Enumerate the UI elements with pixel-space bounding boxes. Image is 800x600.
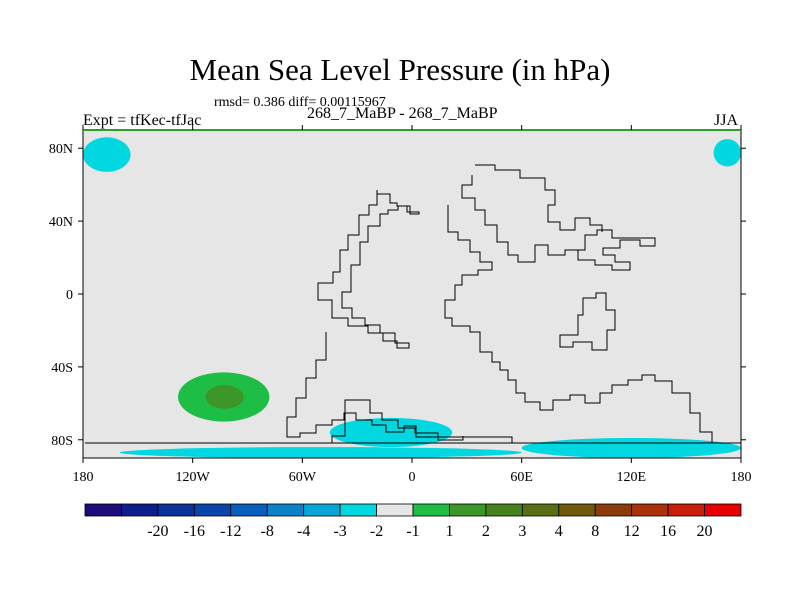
colorbar-label: 4 <box>555 523 563 540</box>
colorbar-swatch <box>412 503 450 517</box>
axes: 180 120W 60W 0 60E 120E 180 80N 40N 0 40S 80S <box>49 125 752 485</box>
region-antarctic-coast-west <box>119 447 522 458</box>
colorbar-label: -20 <box>147 523 168 540</box>
colorbar: -20 -16 -12 -8 -4 -3 -2 -1 1 2 3 4 8 12 16 20 <box>84 503 742 540</box>
colorbar-label: -8 <box>261 523 274 540</box>
colorbar-swatch <box>594 503 633 517</box>
x-tick-label: 180 <box>73 470 94 485</box>
x-tick-label: 60E <box>510 470 533 485</box>
island-coastline <box>559 292 616 351</box>
colorbar-swatch <box>266 503 305 517</box>
colorbar-swatch <box>449 503 487 517</box>
colorbar-swatch <box>376 503 414 517</box>
colorbar-label: -16 <box>184 523 205 540</box>
colorbar-swatch <box>667 503 705 517</box>
colorbar-label: 2 <box>482 523 490 540</box>
colorbar-swatch <box>84 503 122 517</box>
colorbar-swatch <box>121 503 159 517</box>
region-antarctic-coast-east <box>521 437 741 458</box>
coastlines <box>85 164 741 444</box>
americas-coastline <box>317 190 420 349</box>
experiment-label: Expt = tfKec-tfJac <box>83 112 202 129</box>
colorbar-swatch <box>704 503 742 517</box>
x-tick-label: 120W <box>176 470 211 485</box>
colorbar-label: 12 <box>624 523 640 540</box>
region-arctic-east <box>713 139 741 167</box>
colorbar-label: -1 <box>406 523 419 540</box>
colorbar-label: 8 <box>591 523 599 540</box>
x-tick-label: 60W <box>289 470 317 485</box>
colorbar-swatch <box>485 503 523 517</box>
season-label: JJA <box>714 112 739 129</box>
y-tick-label: 40S <box>51 361 73 376</box>
colorbar-swatch <box>303 503 341 517</box>
y-tick-label: 80N <box>49 142 73 157</box>
runs-label: 268_7_MaBP - 268_7_MaBP <box>307 105 498 122</box>
stats-label: rmsd= 0.386 diff= 0.00115967 <box>214 95 386 110</box>
y-tick-label: 80S <box>51 434 73 449</box>
colorbar-swatch <box>157 503 195 517</box>
map-background <box>83 130 741 458</box>
colorbar-label: 3 <box>518 523 526 540</box>
colorbar-label: -12 <box>220 523 241 540</box>
colorbar-label: 16 <box>660 523 676 540</box>
arctic-coastline <box>475 164 603 232</box>
x-tick-label: 180 <box>731 470 752 485</box>
y-tick-label: 40N <box>49 215 73 230</box>
colorbar-label: -2 <box>370 523 383 540</box>
colorbar-swatch <box>230 503 268 517</box>
eurasia-africa-coastline <box>444 175 713 443</box>
colorbar-label: 1 <box>445 523 453 540</box>
colorbar-label: -3 <box>333 523 346 540</box>
region-south-pacific-inner <box>205 385 244 409</box>
south-america-antarctica-coastline <box>85 332 741 444</box>
chart-title: Mean Sea Level Pressure (in hPa) <box>189 52 611 87</box>
colorbar-label: -4 <box>297 523 310 540</box>
x-tick-label: 0 <box>409 470 416 485</box>
y-tick-label: 0 <box>66 288 73 303</box>
colorbar-swatch <box>631 503 669 517</box>
colorbar-label: 20 <box>697 523 713 540</box>
colorbar-swatch <box>339 503 377 517</box>
region-arctic-west <box>83 137 131 172</box>
colorbar-swatch <box>558 503 596 517</box>
colorbar-swatch <box>193 503 232 517</box>
x-tick-label: 120E <box>617 470 647 485</box>
colorbar-swatch <box>521 503 560 517</box>
